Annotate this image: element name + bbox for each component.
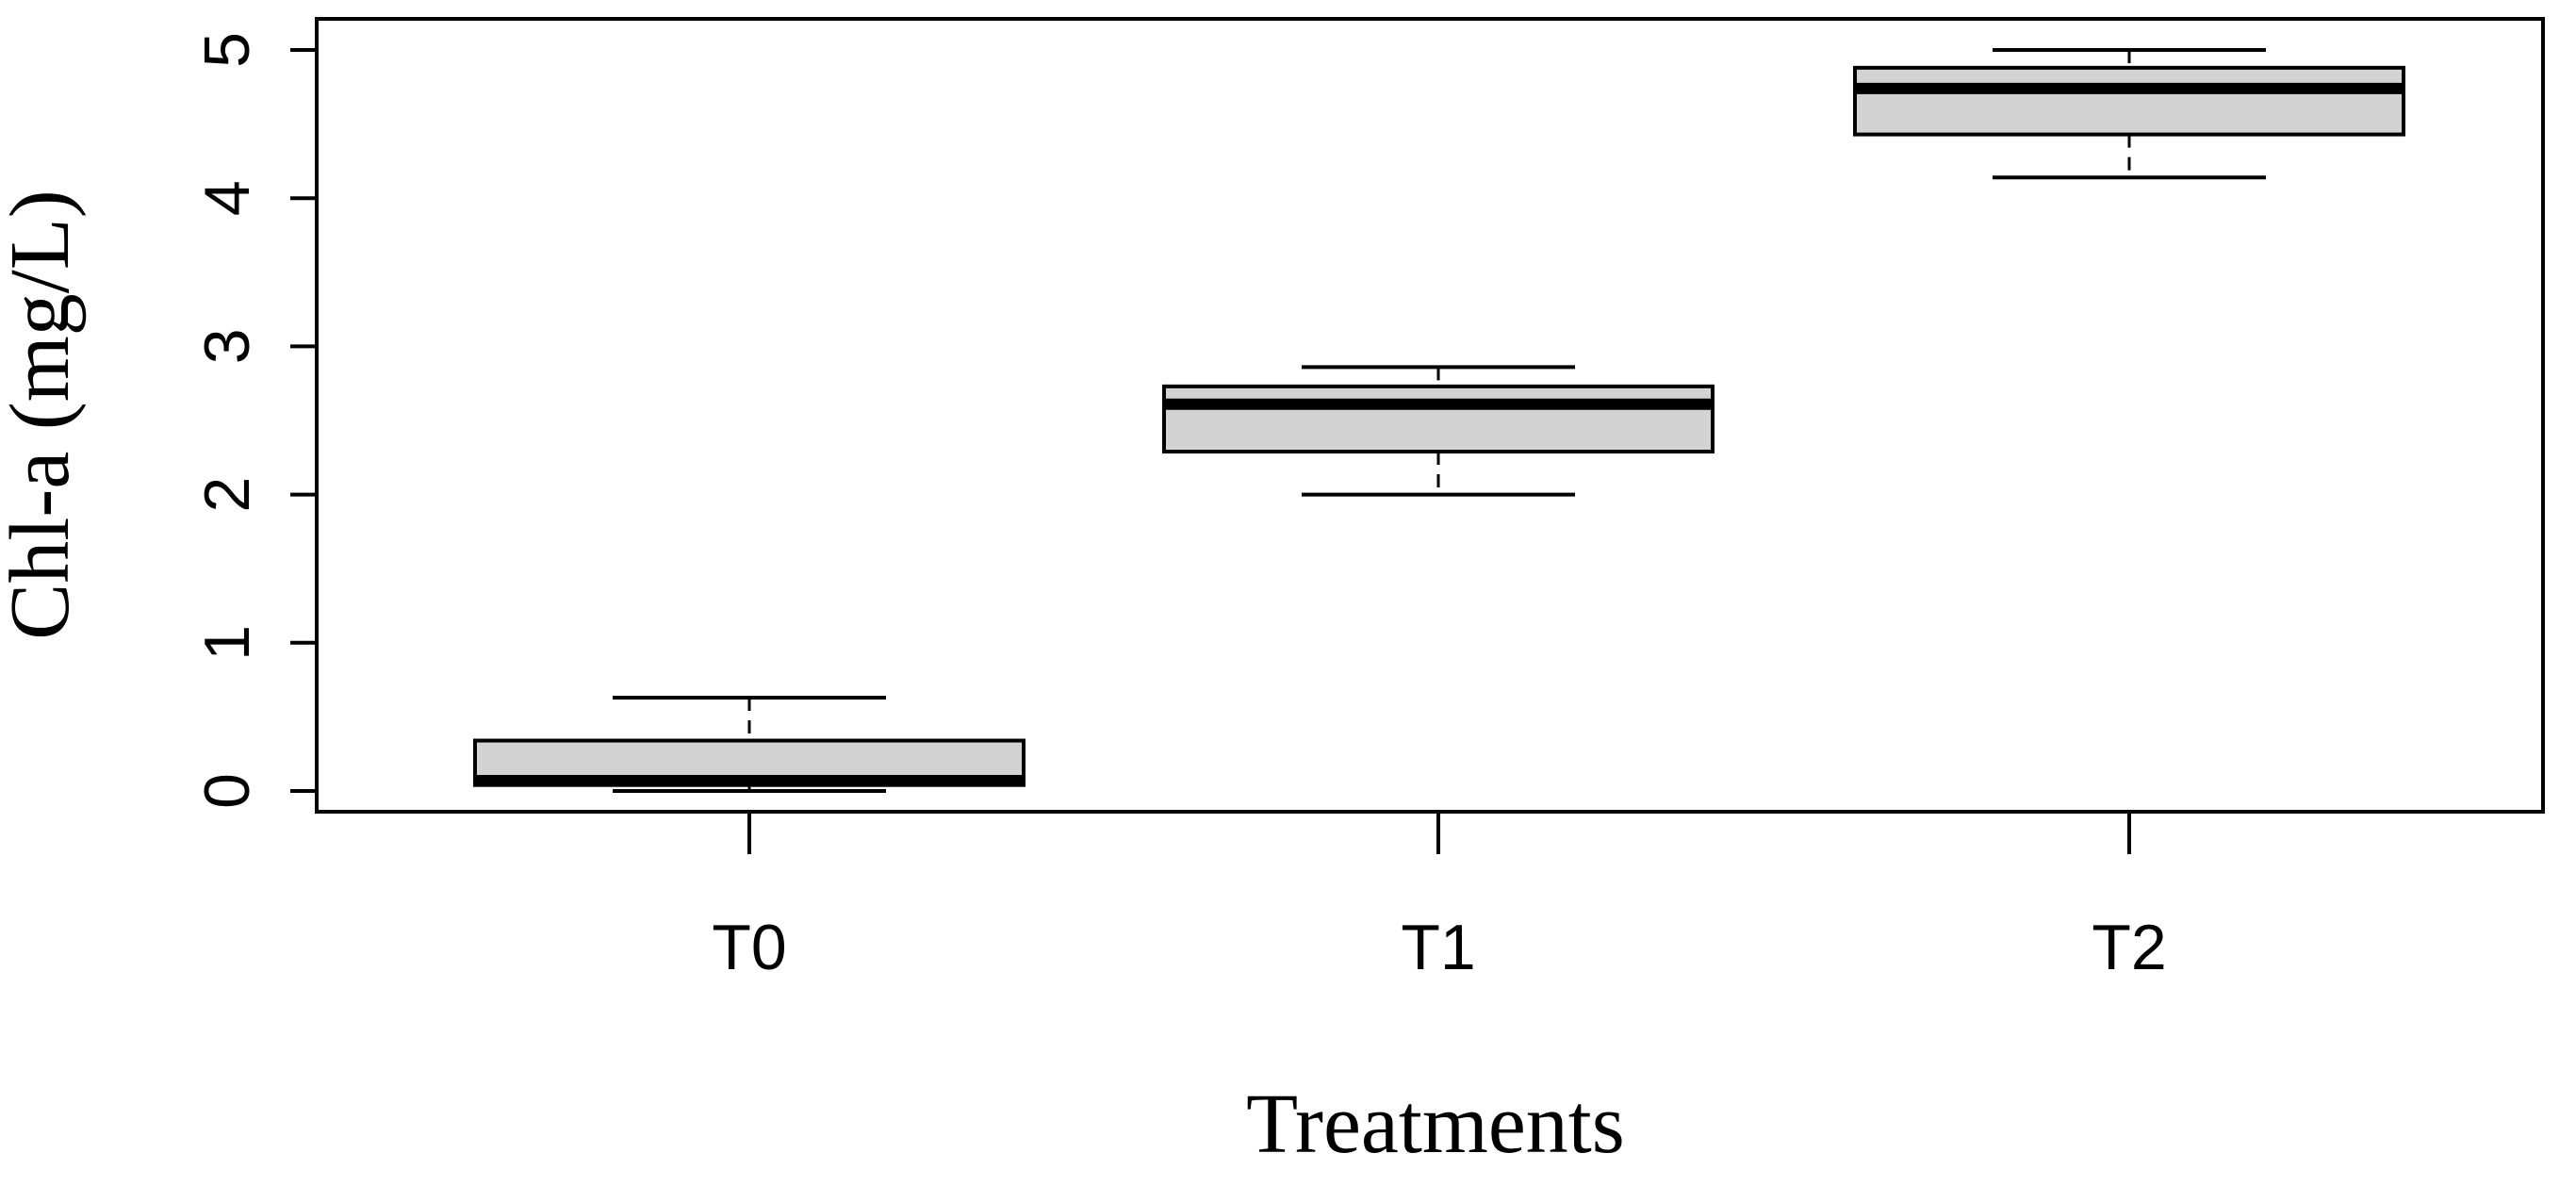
x-tick-label: T1: [1401, 912, 1475, 983]
plot-frame: [315, 17, 2545, 814]
y-axis-title: Chl-a (mg/L): [0, 189, 87, 639]
y-tick-label: 1: [191, 625, 263, 661]
x-axis-title: Treatments: [1246, 1078, 1625, 1171]
y-tick-label: 2: [191, 477, 263, 513]
x-tick-label: T2: [2092, 912, 2166, 983]
y-axis: 0 1 2 3 4 5: [191, 32, 317, 809]
y-tick-label: 5: [191, 32, 263, 68]
x-axis: T0 T1 T2: [712, 812, 2167, 983]
chart-marks: [473, 48, 2405, 793]
iqr-box: [1853, 65, 2405, 137]
box-group-t2: [1853, 48, 2405, 180]
y-tick-label: 3: [191, 328, 263, 364]
y-tick-label: 4: [191, 180, 263, 216]
x-tick-label: T0: [712, 912, 786, 983]
box-group-t1: [1162, 365, 1715, 497]
box-group-t0: [473, 695, 1025, 793]
y-tick-label: 0: [191, 773, 263, 809]
iqr-box: [1162, 384, 1715, 454]
